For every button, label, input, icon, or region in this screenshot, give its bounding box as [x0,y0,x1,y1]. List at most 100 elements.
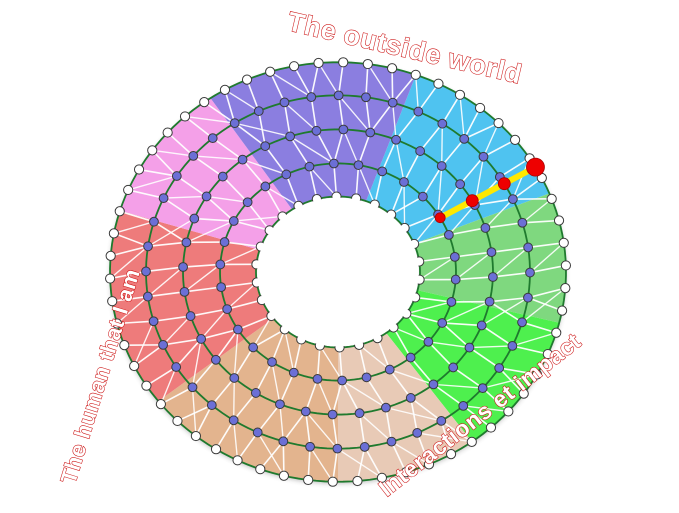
spoke-line [441,93,461,125]
spoke-line [237,315,273,331]
spoke-line [284,328,295,374]
spoke-line [468,346,500,369]
spoke-line [403,150,421,183]
network-node [546,193,557,204]
spoke-line [109,245,149,257]
spoke-line [488,296,529,303]
spoke-line [452,366,484,389]
spoke-line [337,61,345,97]
spoke-line [390,195,424,216]
spoke-line [419,122,444,152]
network-node [305,441,315,452]
spoke-line [341,379,387,409]
spoke-line [418,256,456,281]
spoke-line [529,242,565,274]
spoke-line [193,217,235,222]
spoke-line [391,67,394,104]
spoke-line [233,122,267,147]
spoke-line [232,392,257,422]
spoke-line [162,315,192,346]
spoke-line [195,404,213,437]
spoke-line [205,195,235,222]
spoke-line [271,361,281,405]
spoke-line [521,321,558,334]
network-node [478,151,489,162]
spoke-line [133,320,155,367]
network-node [436,416,447,426]
spoke-line [191,386,197,437]
network-node [523,242,534,253]
network-node [288,367,299,378]
network-node [560,283,571,294]
highlight-node[interactable] [434,212,446,224]
spoke-line [183,286,222,293]
spoke-line [255,361,273,394]
network-node [518,388,529,399]
spoke-line [492,246,529,278]
network-node [219,237,230,247]
network-node [278,436,289,447]
network-node [201,191,212,202]
spoke-line [390,440,430,466]
network-node [474,102,486,114]
spoke-line [109,270,147,280]
network-node [253,106,264,116]
spoke-line [441,300,491,324]
network-node [237,154,248,165]
spoke-line [304,378,319,413]
network-node [142,291,153,302]
network-node [189,213,200,224]
network-node [327,409,338,420]
spoke-line [527,242,565,249]
network-node [365,127,376,138]
spoke-line [191,358,217,389]
spoke-line [414,296,453,303]
network-node [433,78,444,89]
network-node [228,415,239,426]
spoke-line [385,406,442,422]
highlight-node[interactable] [465,194,479,208]
network-node [181,237,192,248]
network-node [493,117,504,129]
spoke-line [226,299,263,310]
spoke-line [358,412,393,443]
network-node [171,171,182,181]
spoke-line [395,139,405,183]
spoke-line [481,387,510,413]
spoke-line [151,149,178,177]
network-node [525,267,535,278]
network-node [123,184,134,196]
highlight-node[interactable] [526,157,545,177]
spoke-line [527,287,567,299]
spoke-line [232,419,239,461]
spoke-line [271,328,286,363]
network-node [384,364,395,375]
spoke-line [282,410,307,443]
network-node [107,296,118,307]
spoke-line [448,204,476,236]
spoke-line [405,301,453,315]
spoke-line [417,82,440,113]
network-node [108,228,120,239]
spoke-line [409,356,435,386]
network-node [476,320,487,331]
spoke-line [422,165,443,198]
network-node [129,360,140,372]
spoke-line [138,168,178,177]
spoke-line [162,197,196,220]
spoke-line [363,446,383,479]
spoke-line [459,155,485,186]
network-node [303,474,314,486]
sector-pink [119,98,293,250]
network-node [488,272,498,282]
highlight-nodes[interactable] [434,157,545,224]
spoke-line [403,213,439,229]
spoke-line [521,219,560,224]
spoke-line [309,446,334,483]
spoke-line [341,379,361,415]
highlight-node[interactable] [497,177,511,191]
network-node [464,342,475,353]
spoke-line [223,241,262,248]
spoke-line [264,185,284,218]
spoke-line [147,266,184,298]
